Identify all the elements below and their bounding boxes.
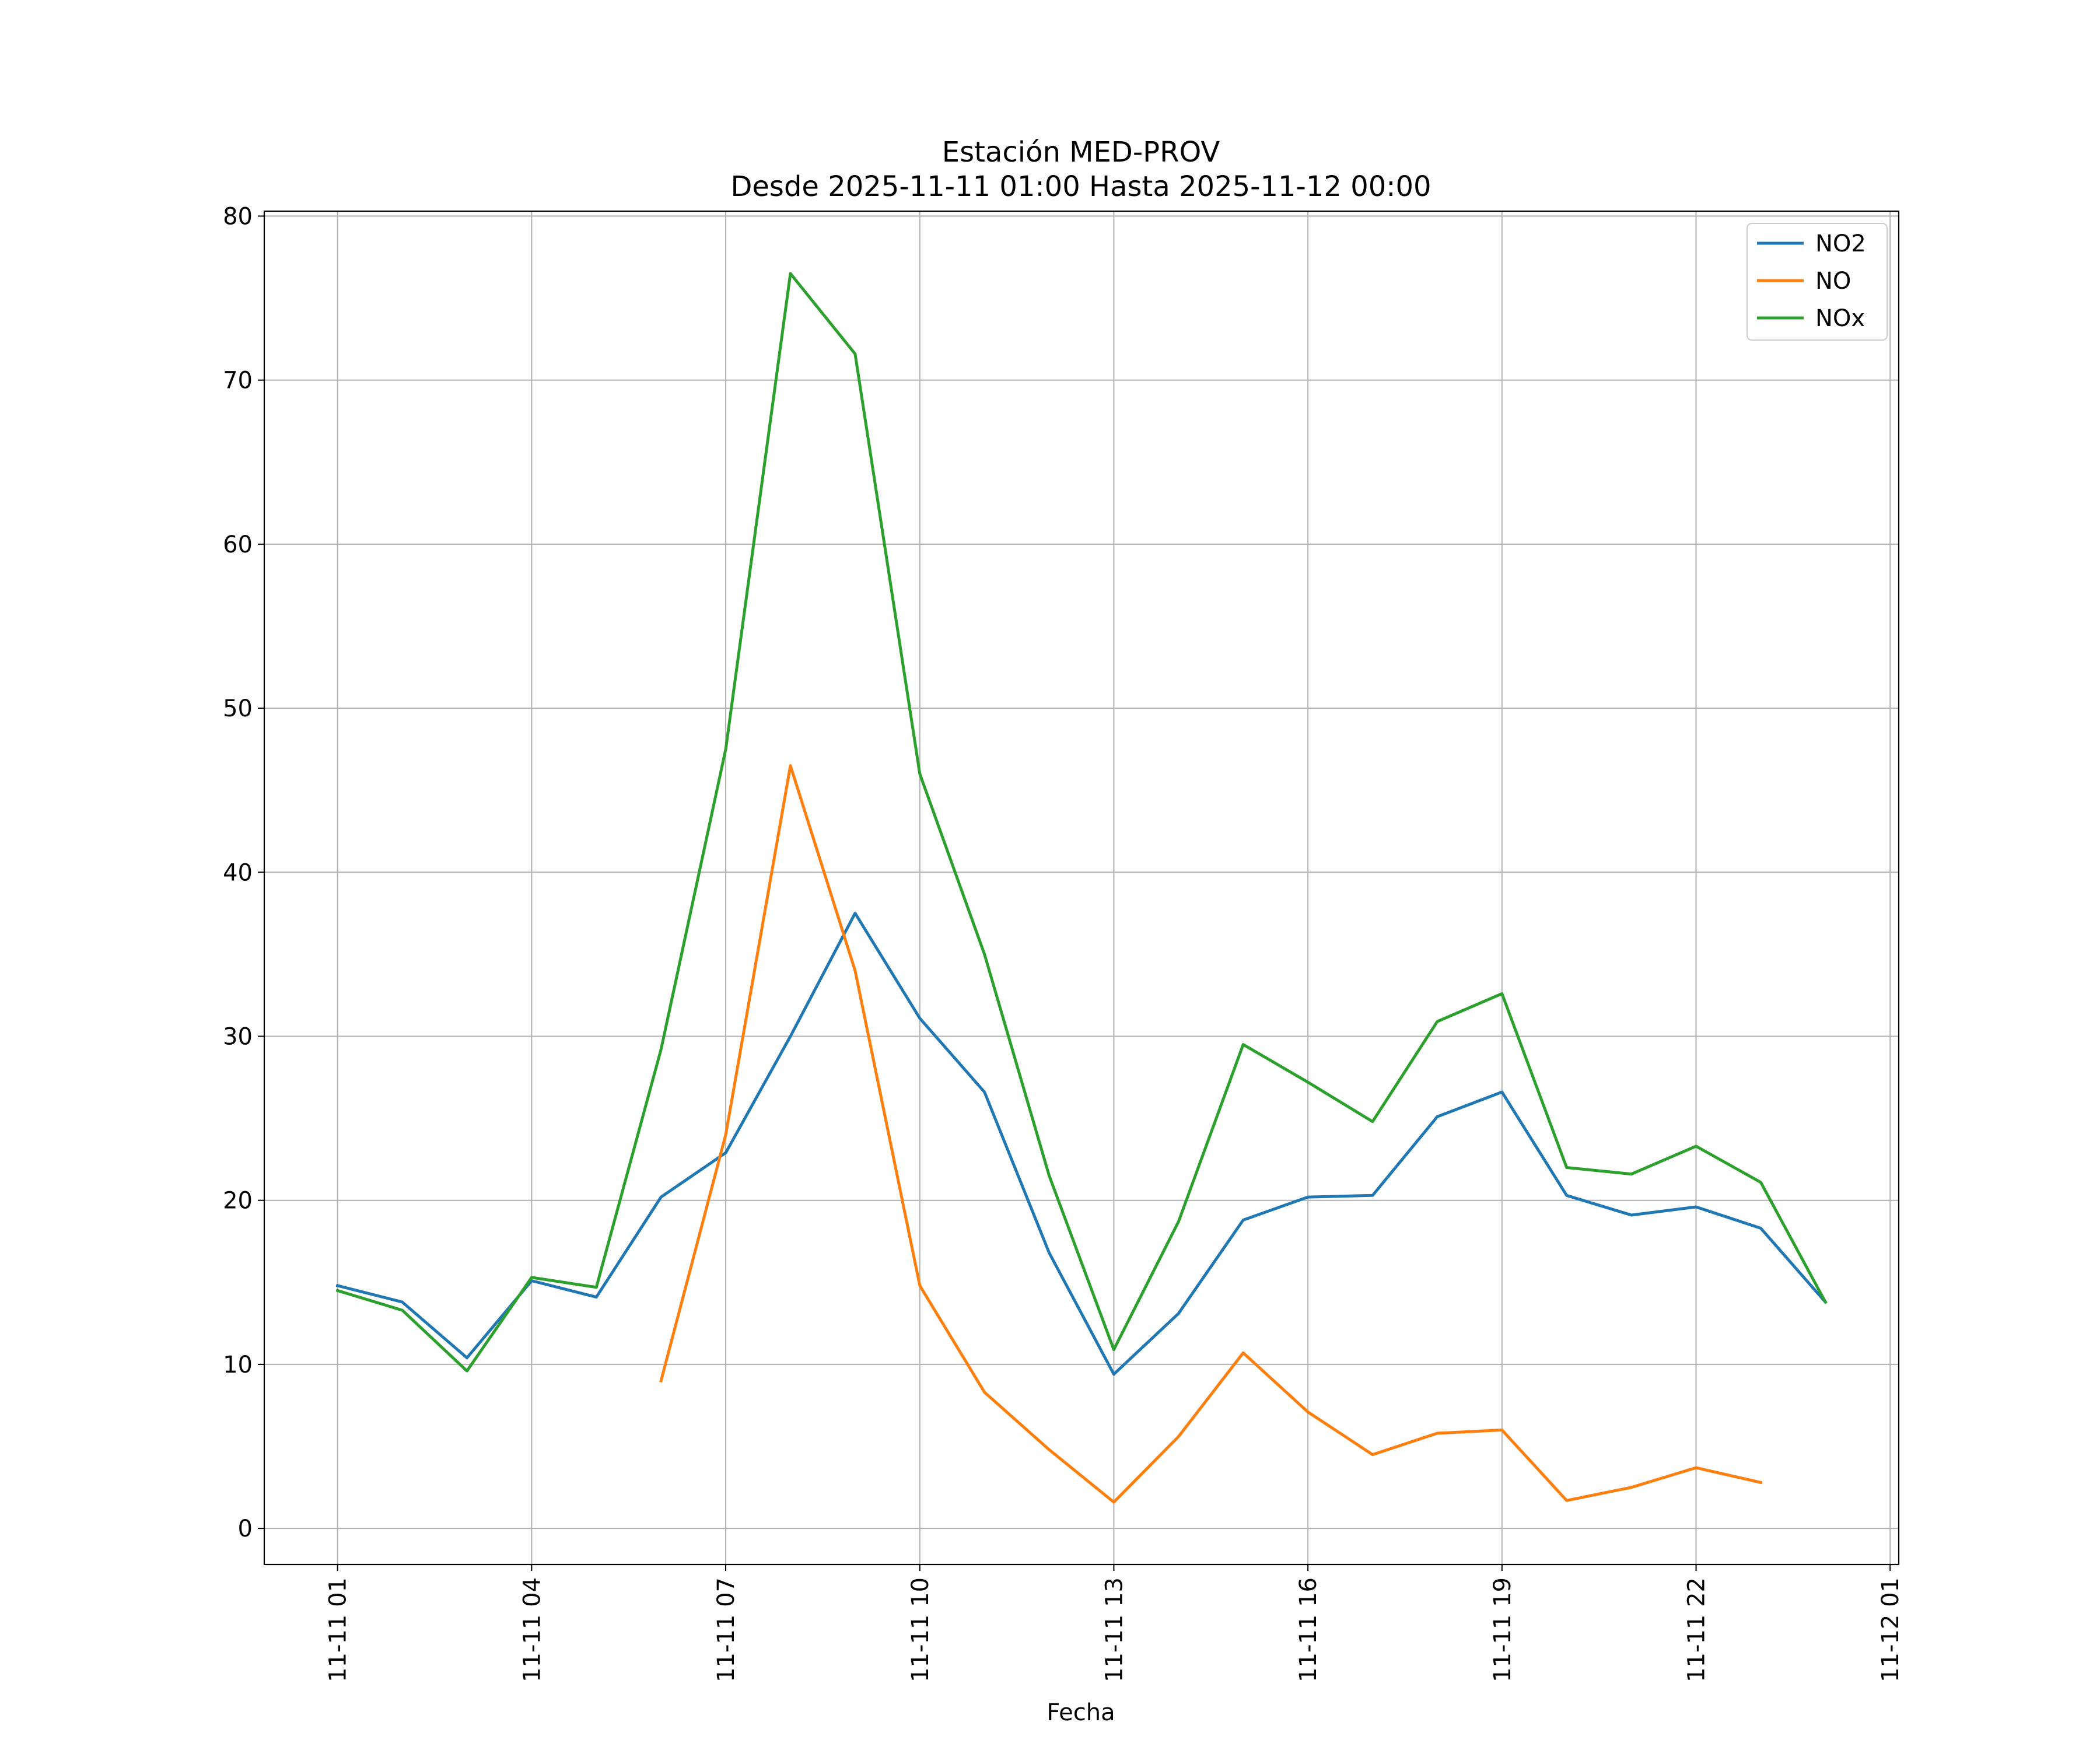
legend: NO2 NO NOx <box>1746 223 1888 341</box>
x-tick-label: 11-11 16 <box>1295 1577 1322 1682</box>
chart-title-line2: Desde 2025-11-11 01:00 Hasta 2025-11-12 … <box>730 170 1431 203</box>
series-line-no <box>659 764 1763 1504</box>
x-tick-label: 11-11 10 <box>907 1577 934 1682</box>
y-tick-label: 20 <box>223 1188 253 1214</box>
series-line-nox <box>335 272 1828 1373</box>
y-tick-label: 40 <box>223 859 253 886</box>
y-tick-label: 50 <box>223 695 253 722</box>
x-tick-label: 11-11 13 <box>1101 1577 1128 1682</box>
y-tick-label: 0 <box>238 1516 253 1542</box>
x-axis-label: Fecha <box>1046 1699 1115 1726</box>
x-tick-label: 11-11 22 <box>1684 1577 1710 1682</box>
x-tick-label: 11-11 01 <box>325 1577 352 1682</box>
x-tick-label: 11-11 19 <box>1489 1577 1516 1682</box>
grid <box>264 211 1899 1564</box>
y-tick-label: 70 <box>223 368 253 394</box>
legend-box <box>1746 223 1888 341</box>
plot-frame <box>263 210 1900 1566</box>
y-tick-label: 30 <box>223 1023 253 1050</box>
x-tick-label: 11-12 01 <box>1877 1577 1904 1682</box>
legend-label-no: NO <box>1815 268 1851 295</box>
y-tick-label: 10 <box>223 1352 253 1378</box>
chart-title-line1: Estación MED-PROV <box>942 136 1220 169</box>
axis-ticks: 0 10 20 30 40 50 60 70 80 11-11 01 11-11 04 11-11 0… <box>223 203 1904 1682</box>
y-tick-label: 60 <box>223 531 253 558</box>
x-tick-label: 11-11 07 <box>713 1577 740 1682</box>
x-tick-label: 11-11 04 <box>519 1577 545 1682</box>
y-tick-label: 80 <box>223 203 253 230</box>
series-line-no2 <box>335 912 1828 1376</box>
legend-label-no2: NO2 <box>1815 230 1866 257</box>
series-lines <box>335 272 1828 1504</box>
legend-label-nox: NOx <box>1815 305 1865 332</box>
